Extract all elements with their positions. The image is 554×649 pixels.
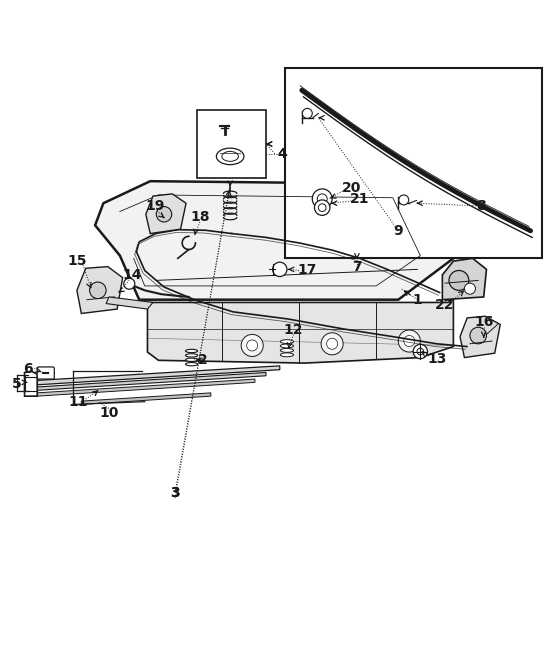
Text: 21: 21 xyxy=(350,192,370,206)
Text: 1: 1 xyxy=(413,293,423,307)
Circle shape xyxy=(464,283,475,294)
Circle shape xyxy=(247,340,258,351)
FancyBboxPatch shape xyxy=(37,367,54,379)
Polygon shape xyxy=(106,297,153,309)
Ellipse shape xyxy=(186,358,198,361)
Text: 18: 18 xyxy=(190,210,209,224)
Text: 4: 4 xyxy=(277,147,287,160)
Text: 7: 7 xyxy=(352,260,362,274)
Ellipse shape xyxy=(280,353,294,357)
Circle shape xyxy=(315,200,330,215)
Circle shape xyxy=(327,338,337,349)
Text: 9: 9 xyxy=(393,224,403,238)
Ellipse shape xyxy=(280,344,294,348)
Text: 16: 16 xyxy=(474,315,494,329)
Text: 20: 20 xyxy=(342,181,361,195)
Text: 3: 3 xyxy=(170,485,180,500)
Polygon shape xyxy=(147,300,453,363)
Ellipse shape xyxy=(186,354,198,357)
Text: 5: 5 xyxy=(12,377,22,391)
Polygon shape xyxy=(77,267,122,313)
Circle shape xyxy=(156,206,172,222)
Text: 10: 10 xyxy=(99,406,119,420)
Text: 8: 8 xyxy=(476,199,486,213)
Ellipse shape xyxy=(186,349,198,352)
Circle shape xyxy=(302,108,312,118)
Text: 12: 12 xyxy=(284,323,303,337)
Bar xyxy=(197,110,266,178)
Polygon shape xyxy=(442,258,486,300)
Circle shape xyxy=(398,330,420,352)
Text: 4: 4 xyxy=(277,147,287,160)
Ellipse shape xyxy=(280,349,294,352)
Ellipse shape xyxy=(217,148,244,165)
Circle shape xyxy=(90,282,106,299)
Circle shape xyxy=(319,204,326,212)
Polygon shape xyxy=(37,379,255,396)
Circle shape xyxy=(273,262,287,276)
Circle shape xyxy=(449,271,469,290)
Text: 14: 14 xyxy=(123,268,142,282)
Bar xyxy=(285,68,542,258)
Text: 22: 22 xyxy=(435,298,455,312)
Circle shape xyxy=(312,189,332,209)
Polygon shape xyxy=(24,371,37,396)
Text: 13: 13 xyxy=(427,352,447,365)
Circle shape xyxy=(399,195,409,205)
Text: 15: 15 xyxy=(68,254,87,268)
Circle shape xyxy=(417,349,424,355)
Polygon shape xyxy=(146,194,186,234)
Polygon shape xyxy=(32,373,266,391)
Polygon shape xyxy=(95,181,453,300)
Ellipse shape xyxy=(222,151,238,162)
Circle shape xyxy=(241,334,263,356)
Text: 6: 6 xyxy=(23,361,33,376)
Circle shape xyxy=(124,278,135,289)
Circle shape xyxy=(470,327,486,344)
Polygon shape xyxy=(460,316,500,358)
Polygon shape xyxy=(32,366,280,385)
Circle shape xyxy=(321,333,343,355)
Text: 11: 11 xyxy=(69,395,88,409)
Circle shape xyxy=(317,194,327,204)
Circle shape xyxy=(404,336,415,347)
Ellipse shape xyxy=(280,339,294,343)
Ellipse shape xyxy=(186,363,198,366)
Polygon shape xyxy=(81,393,211,404)
Text: 2: 2 xyxy=(198,353,207,367)
Text: 3: 3 xyxy=(170,485,180,500)
Text: 19: 19 xyxy=(145,199,165,213)
Text: 17: 17 xyxy=(297,263,317,278)
Circle shape xyxy=(413,345,428,359)
